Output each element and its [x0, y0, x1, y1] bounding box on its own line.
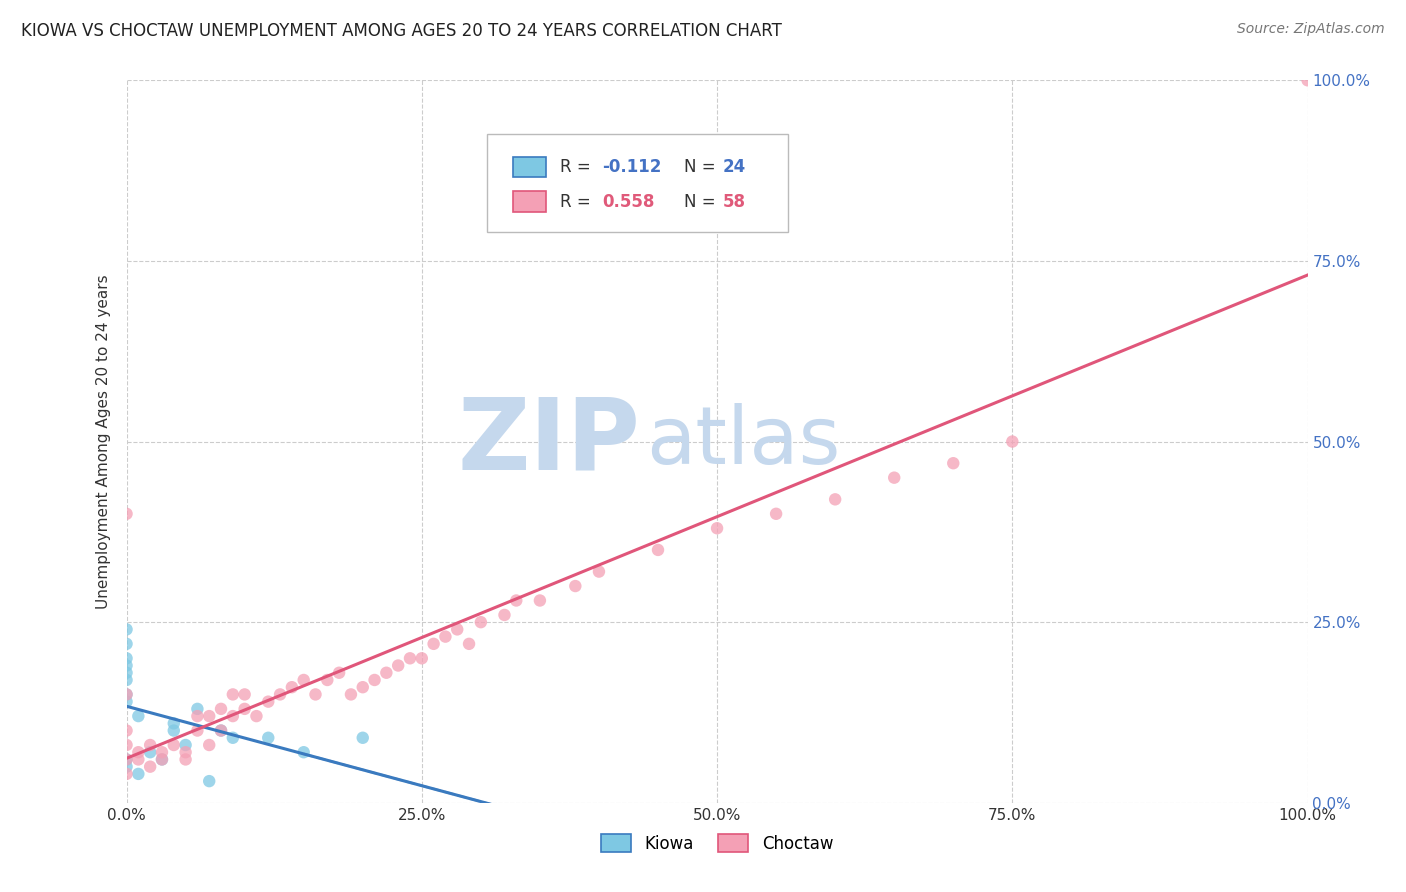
Point — [706, 521, 728, 535]
Point — [115, 695, 138, 709]
Point — [139, 745, 162, 759]
Text: 24: 24 — [723, 158, 747, 176]
Text: -0.112: -0.112 — [603, 158, 662, 176]
Point — [824, 492, 846, 507]
Point — [375, 665, 398, 680]
Point — [115, 738, 138, 752]
Point — [127, 709, 149, 723]
Text: 58: 58 — [723, 193, 747, 211]
Legend: Kiowa, Choctaw: Kiowa, Choctaw — [595, 828, 839, 860]
Point — [209, 723, 232, 738]
Point — [233, 687, 256, 701]
Point — [422, 637, 444, 651]
Point — [1296, 73, 1319, 87]
Point — [174, 752, 197, 766]
Point — [304, 687, 326, 701]
Point — [411, 651, 433, 665]
Point — [139, 760, 162, 774]
Point — [115, 687, 138, 701]
Point — [115, 752, 138, 766]
Point — [328, 665, 350, 680]
Point — [434, 630, 457, 644]
Point — [150, 752, 173, 766]
Point — [115, 687, 138, 701]
FancyBboxPatch shape — [486, 135, 787, 232]
Text: ZIP: ZIP — [457, 393, 640, 490]
Y-axis label: Unemployment Among Ages 20 to 24 years: Unemployment Among Ages 20 to 24 years — [96, 274, 111, 609]
Point — [222, 731, 245, 745]
Text: KIOWA VS CHOCTAW UNEMPLOYMENT AMONG AGES 20 TO 24 YEARS CORRELATION CHART: KIOWA VS CHOCTAW UNEMPLOYMENT AMONG AGES… — [21, 22, 782, 40]
Point — [505, 593, 527, 607]
Point — [1001, 434, 1024, 449]
Point — [127, 752, 149, 766]
Point — [127, 767, 149, 781]
Point — [458, 637, 481, 651]
Point — [127, 745, 149, 759]
Point — [529, 593, 551, 607]
Point — [588, 565, 610, 579]
Point — [647, 542, 669, 557]
Point — [186, 702, 208, 716]
Point — [163, 738, 186, 752]
Point — [387, 658, 409, 673]
Point — [765, 507, 787, 521]
Point — [233, 702, 256, 716]
Text: atlas: atlas — [647, 402, 841, 481]
Point — [139, 738, 162, 752]
Point — [470, 615, 492, 630]
Point — [340, 687, 363, 701]
Point — [257, 695, 280, 709]
Point — [115, 623, 138, 637]
Point — [198, 709, 221, 723]
Point — [115, 658, 138, 673]
Point — [257, 731, 280, 745]
Point — [186, 709, 208, 723]
Point — [446, 623, 468, 637]
Point — [174, 738, 197, 752]
Point — [269, 687, 291, 701]
Point — [292, 673, 315, 687]
Point — [209, 723, 232, 738]
Point — [186, 723, 208, 738]
Point — [245, 709, 267, 723]
Point — [150, 745, 173, 759]
Point — [942, 456, 965, 470]
Text: 0.558: 0.558 — [603, 193, 655, 211]
FancyBboxPatch shape — [513, 156, 546, 177]
Point — [115, 507, 138, 521]
Point — [115, 723, 138, 738]
Point — [363, 673, 385, 687]
Point — [115, 665, 138, 680]
Point — [115, 651, 138, 665]
Point — [222, 709, 245, 723]
Point — [399, 651, 422, 665]
Point — [883, 470, 905, 484]
Point — [564, 579, 586, 593]
Text: Source: ZipAtlas.com: Source: ZipAtlas.com — [1237, 22, 1385, 37]
Point — [292, 745, 315, 759]
Point — [198, 738, 221, 752]
Point — [281, 680, 304, 694]
Point — [115, 637, 138, 651]
Text: N =: N = — [683, 158, 721, 176]
Point — [115, 752, 138, 766]
Point — [174, 745, 197, 759]
Point — [209, 702, 232, 716]
Point — [150, 752, 173, 766]
Point — [115, 760, 138, 774]
Point — [352, 680, 374, 694]
Point — [352, 731, 374, 745]
Point — [222, 687, 245, 701]
FancyBboxPatch shape — [513, 192, 546, 211]
Point — [494, 607, 516, 622]
Point — [163, 723, 186, 738]
Text: R =: R = — [560, 193, 596, 211]
Point — [115, 767, 138, 781]
Text: R =: R = — [560, 158, 596, 176]
Text: N =: N = — [683, 193, 721, 211]
Point — [163, 716, 186, 731]
Point — [115, 673, 138, 687]
Point — [198, 774, 221, 789]
Point — [316, 673, 339, 687]
